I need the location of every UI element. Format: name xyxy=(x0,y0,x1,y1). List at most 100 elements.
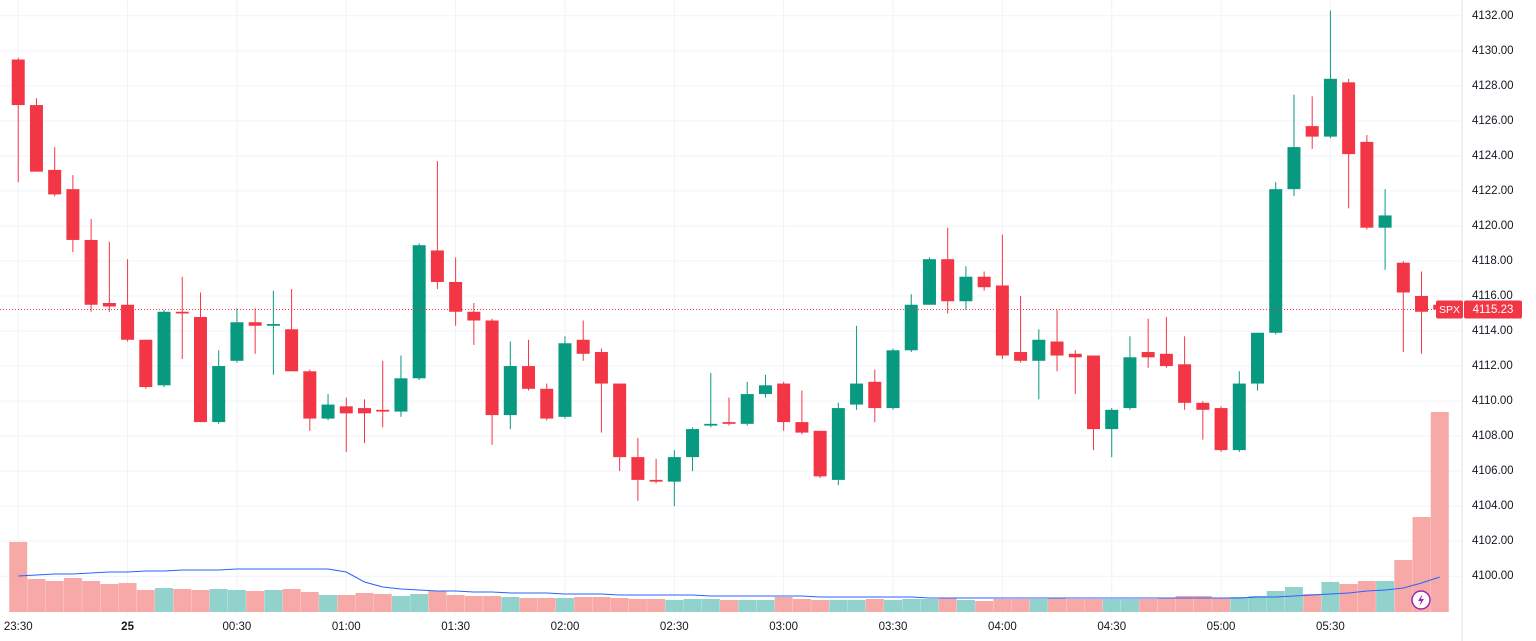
volume-bar xyxy=(829,600,848,612)
volume-bar xyxy=(1084,599,1103,612)
candle-body xyxy=(1159,353,1173,367)
candle-body xyxy=(66,189,80,240)
candle-body xyxy=(740,394,754,424)
candle-body xyxy=(868,381,882,409)
candle-body xyxy=(522,366,536,389)
volume-bar xyxy=(847,600,866,612)
candle-body xyxy=(813,430,827,477)
candle-body xyxy=(376,409,390,412)
volume-bar xyxy=(665,600,684,612)
candle-body xyxy=(230,322,244,361)
candle-body xyxy=(558,343,572,417)
candle-body xyxy=(285,329,299,372)
x-tick-label: 05:00 xyxy=(1207,621,1236,633)
volume-bar xyxy=(519,598,538,612)
candle-body xyxy=(157,311,171,386)
volume-bar xyxy=(501,597,520,612)
candle-body xyxy=(922,259,936,305)
volume-bar xyxy=(1120,599,1139,612)
candle-body xyxy=(1032,339,1046,361)
volume-bar xyxy=(1339,584,1358,612)
candle-body xyxy=(266,324,280,326)
y-tick-label: 4102.00 xyxy=(1472,535,1514,547)
symbol-tag-bg xyxy=(1436,300,1463,319)
candle-body xyxy=(1323,78,1337,137)
volume-bar xyxy=(1048,598,1067,612)
volume-bar xyxy=(1266,591,1285,612)
y-axis: 4100.00 4102.00 4104.00 4106.00 4108.00 4110.… xyxy=(1472,10,1514,582)
candle-body xyxy=(321,404,335,419)
lightning-icon[interactable] xyxy=(1411,590,1431,610)
x-tick-label: 23:30 xyxy=(4,621,33,633)
volume-bar xyxy=(1139,599,1158,612)
candle-body xyxy=(1287,147,1301,190)
candle-body xyxy=(1068,353,1082,358)
y-tick-label: 4118.00 xyxy=(1472,255,1513,267)
candle-body xyxy=(102,302,116,307)
volume-bar xyxy=(811,600,830,612)
candle-body xyxy=(795,422,809,433)
volume-bar xyxy=(355,593,374,612)
candle-body xyxy=(212,366,226,423)
volume-bar xyxy=(9,542,28,612)
y-tick-label: 4128.00 xyxy=(1472,80,1514,92)
volume-bar xyxy=(792,599,811,612)
volume-bar xyxy=(865,599,884,612)
candle-body xyxy=(11,59,25,106)
volume-bar xyxy=(391,596,410,612)
volume-bar xyxy=(337,595,356,612)
candle-body xyxy=(686,429,700,458)
volume-bar xyxy=(27,579,46,612)
x-tick-label: 03:00 xyxy=(769,621,798,633)
volume-bar xyxy=(63,578,82,612)
volume-bar xyxy=(1029,599,1048,612)
y-tick-label: 4122.00 xyxy=(1472,185,1514,197)
candle-body xyxy=(941,259,955,302)
volume-bar xyxy=(738,600,757,612)
candle-body xyxy=(667,457,681,482)
candle-body xyxy=(467,311,481,321)
x-tick-label: 01:00 xyxy=(332,621,361,633)
y-tick-label: 4106.00 xyxy=(1472,465,1514,477)
candle-body xyxy=(540,388,554,419)
volume-bar xyxy=(1212,598,1231,612)
candle-body xyxy=(357,408,371,414)
volume-bar xyxy=(1193,596,1212,612)
volume-bar xyxy=(45,581,64,612)
volume-bar xyxy=(537,598,556,612)
candle-body xyxy=(121,304,135,340)
volume-bar xyxy=(155,588,174,612)
x-axis: 23:30 25 00:30 01:00 01:30 02:00 02:30 03:00 03:… xyxy=(4,621,1491,633)
x-tick-label: 00:30 xyxy=(223,621,252,633)
volume-bar xyxy=(118,583,137,612)
candle-body xyxy=(1050,341,1064,356)
volume-bar xyxy=(1066,599,1085,612)
volume-bar xyxy=(1248,596,1267,612)
volume-bar xyxy=(1394,560,1413,612)
y-tick-label: 4126.00 xyxy=(1472,115,1514,127)
volume-bar xyxy=(191,590,210,612)
candle-body xyxy=(995,285,1009,356)
volume-bar xyxy=(574,597,593,612)
candle-body xyxy=(175,311,189,314)
candle-body xyxy=(1014,352,1028,361)
volume-bar xyxy=(173,589,192,612)
candle-body xyxy=(248,322,262,326)
volume-bar xyxy=(884,600,903,612)
x-tick-label: 01:30 xyxy=(441,621,470,633)
volume-bar xyxy=(902,599,921,612)
candle-body xyxy=(850,383,864,405)
volume-bar xyxy=(300,592,319,612)
volume-bar xyxy=(938,598,957,612)
candle-body xyxy=(886,350,900,409)
candle-body xyxy=(430,250,444,282)
volume-bar xyxy=(446,595,465,612)
volume-bar xyxy=(555,598,574,612)
volume-bar xyxy=(428,591,447,612)
candle-body xyxy=(777,383,791,423)
candle-body xyxy=(1214,408,1228,451)
candle-body xyxy=(1105,409,1119,430)
candle-body xyxy=(1123,357,1137,409)
candle-body xyxy=(1232,383,1246,451)
volume-bar xyxy=(683,599,702,612)
